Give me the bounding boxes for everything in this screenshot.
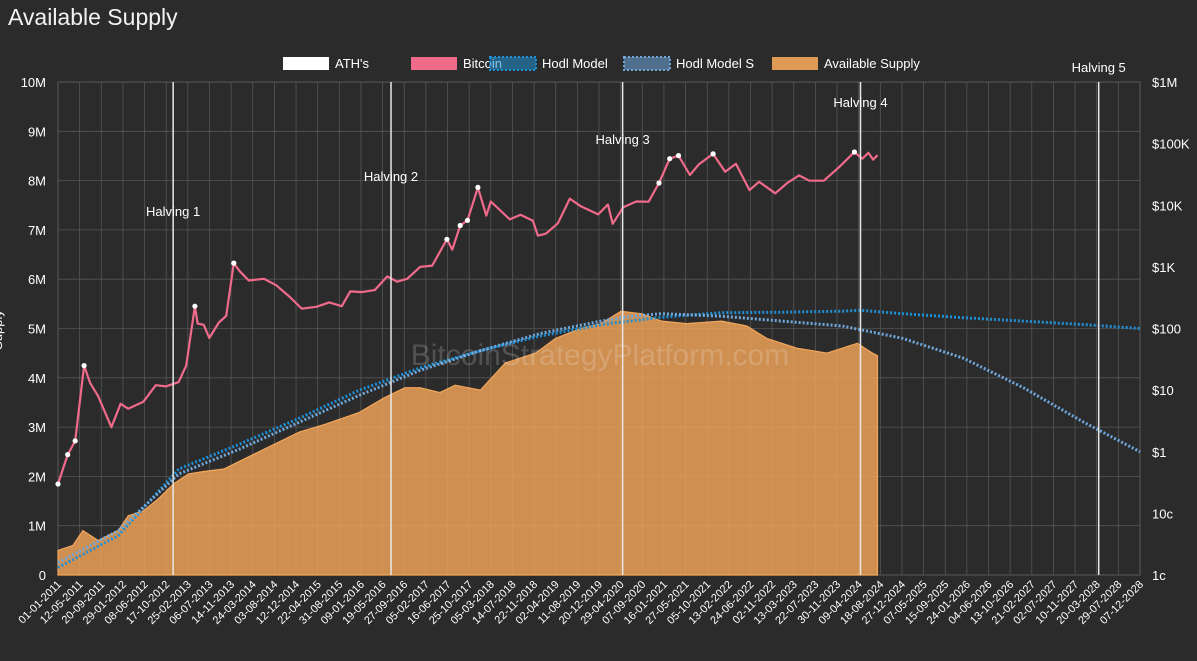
halving-label: Halving 5 bbox=[1072, 60, 1126, 75]
y-right-tick-label: $10K bbox=[1152, 198, 1183, 213]
y-left-tick-label: 8M bbox=[28, 174, 46, 189]
y-axis-label: Supply bbox=[0, 310, 5, 350]
chart-title: Available Supply bbox=[8, 4, 178, 30]
ath-point bbox=[192, 303, 198, 309]
y-left-tick-label: 4M bbox=[28, 371, 46, 386]
ath-point bbox=[457, 222, 463, 229]
available-supply-area bbox=[57, 310, 879, 576]
legend-swatch[interactable] bbox=[772, 57, 818, 70]
halving-label: Halving 1 bbox=[146, 204, 200, 219]
halving-label: Halving 2 bbox=[364, 169, 418, 184]
legend-swatch[interactable] bbox=[283, 57, 329, 70]
legend-swatch[interactable] bbox=[489, 56, 537, 71]
y-left-tick-label: 5M bbox=[28, 322, 46, 337]
ath-point bbox=[65, 452, 71, 458]
available-supply-area-layer bbox=[57, 310, 879, 576]
halving-markers: Halving 1 Halving 2 Halving 3 Halving 4 Halv… bbox=[146, 60, 1126, 575]
y-right-tick-label: $1K bbox=[1152, 260, 1175, 275]
y-right-tick-label: $1M bbox=[1152, 75, 1177, 90]
ath-point bbox=[444, 236, 450, 242]
ath-point bbox=[851, 149, 858, 155]
y-right-tick-label: $100 bbox=[1152, 322, 1181, 337]
hodl-model-s-line bbox=[57, 312, 1141, 565]
ath-point bbox=[231, 260, 237, 266]
y-left-tick-label: 1M bbox=[28, 519, 46, 534]
legend-swatch[interactable] bbox=[623, 56, 671, 71]
y-left-tick-label: 0 bbox=[39, 568, 46, 583]
legend-swatch[interactable] bbox=[411, 57, 457, 70]
ath-point bbox=[72, 438, 78, 444]
halving-label: Halving 3 bbox=[596, 132, 650, 147]
axes: 0 1M 2M 3M 4M 5M 6M 7M 8M 9M 10M 1c 10c $1 $10 $100 $1K $… bbox=[0, 75, 1190, 627]
watermark: BitcoinStrategyPlatform.com bbox=[411, 339, 789, 372]
ath-point bbox=[667, 156, 673, 162]
y-right-tick-label: 10c bbox=[1152, 506, 1173, 521]
legend-label[interactable]: Available Supply bbox=[824, 56, 920, 71]
halving-label: Halving 4 bbox=[833, 95, 887, 110]
y-left-tick-label: 9M bbox=[28, 124, 46, 139]
bitcoin-line bbox=[56, 150, 879, 485]
y-right-tick-label: 1c bbox=[1152, 568, 1166, 583]
y-right-tick-label: $100K bbox=[1152, 137, 1190, 152]
ath-point bbox=[710, 151, 716, 157]
legend[interactable]: ATH's Bitcoin Hodl Model Hodl Model S Availa… bbox=[283, 56, 920, 71]
ath-point bbox=[81, 363, 87, 369]
y-left-tick-label: 3M bbox=[28, 420, 46, 435]
ath-point bbox=[55, 481, 61, 487]
y-left-tick-label: 7M bbox=[28, 223, 46, 238]
ath-point bbox=[675, 153, 682, 159]
legend-label[interactable]: Hodl Model bbox=[542, 56, 608, 71]
y-right-tick-label: $1 bbox=[1152, 445, 1166, 460]
ath-point bbox=[656, 180, 662, 186]
hodl-model-line bbox=[57, 308, 1141, 569]
legend-label[interactable]: Hodl Model S bbox=[676, 56, 754, 71]
grid bbox=[57, 81, 1141, 576]
y-left-tick-label: 2M bbox=[28, 469, 46, 484]
legend-label[interactable]: ATH's bbox=[335, 56, 370, 71]
y-left-tick-label: 10M bbox=[21, 75, 46, 90]
ath-point bbox=[475, 184, 481, 190]
ath-point bbox=[464, 217, 471, 223]
y-right-tick-label: $10 bbox=[1152, 383, 1174, 398]
series-lines-layer bbox=[55, 149, 1141, 569]
y-left-tick-label: 6M bbox=[28, 272, 46, 287]
